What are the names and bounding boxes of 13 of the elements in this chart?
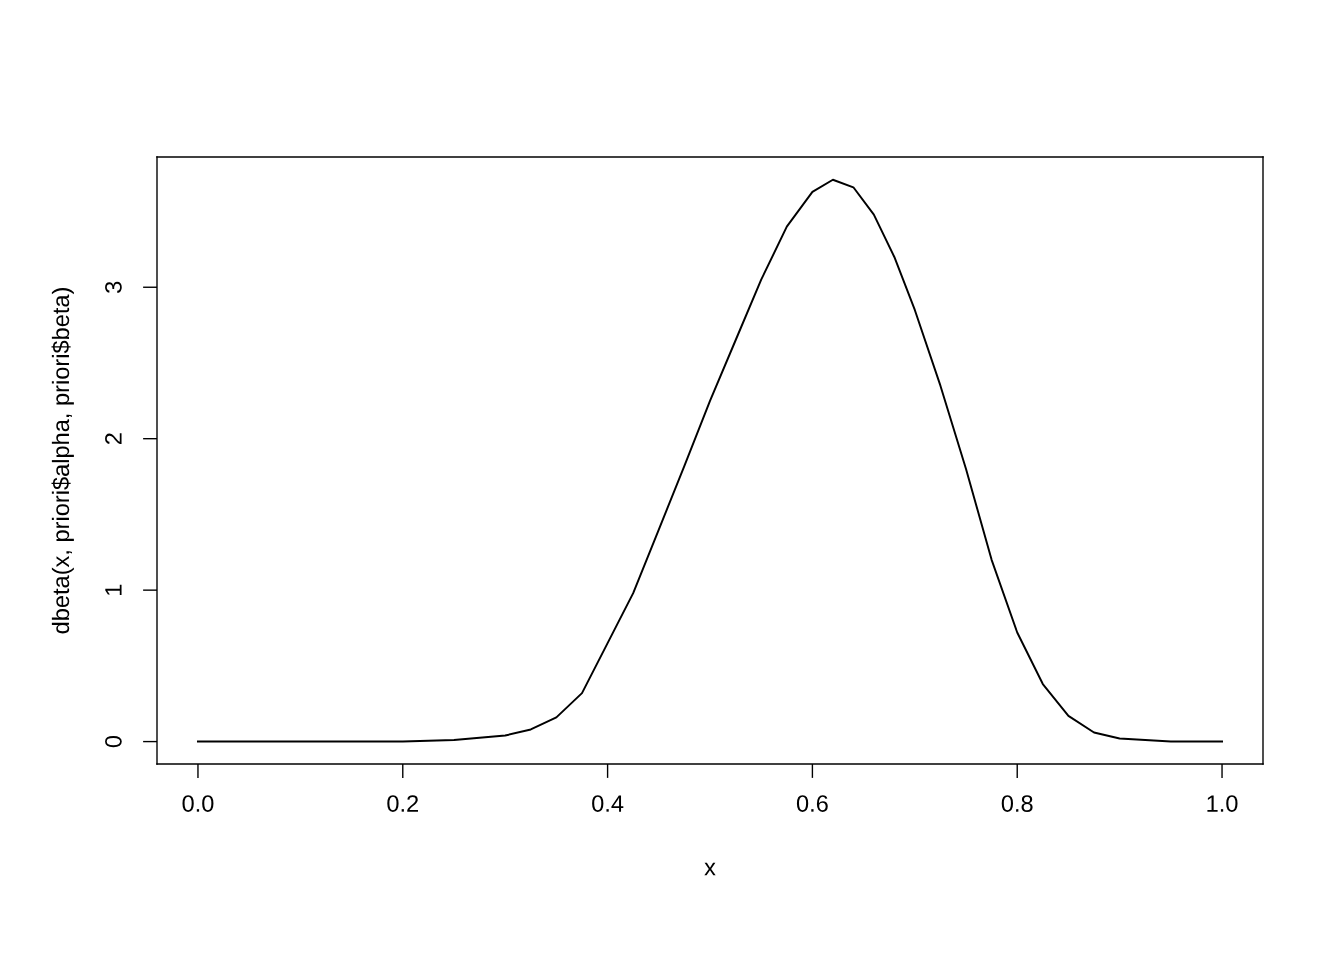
x-axis-title: x [704,862,716,876]
x-tick-label: 0.8 [1001,795,1033,812]
x-tick-label: 0.4 [592,795,624,812]
y-tick-label: 1 [105,584,122,595]
x-tick-label: 0.6 [796,795,828,812]
line-series [196,178,1224,743]
y-tick-label: 0 [105,735,122,748]
y-axis-title: dbeta(x, priori$alpha, priori$beta) [51,288,74,634]
x-tick-label: 1.0 [1207,795,1238,812]
x-tick-label: 0.0 [182,795,214,812]
x-tick-label: 0.2 [387,795,419,812]
y-tick-label: 2 [105,433,122,445]
y-tick-label: 3 [105,281,122,293]
